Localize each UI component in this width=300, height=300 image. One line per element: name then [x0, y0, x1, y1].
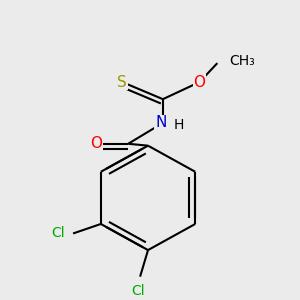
Text: H: H — [173, 118, 184, 132]
Text: Cl: Cl — [52, 226, 65, 241]
Text: CH₃: CH₃ — [229, 54, 255, 68]
Text: S: S — [117, 75, 127, 90]
Text: O: O — [194, 75, 206, 90]
Text: Cl: Cl — [131, 284, 145, 298]
Text: N: N — [155, 116, 166, 130]
Text: O: O — [91, 136, 103, 151]
